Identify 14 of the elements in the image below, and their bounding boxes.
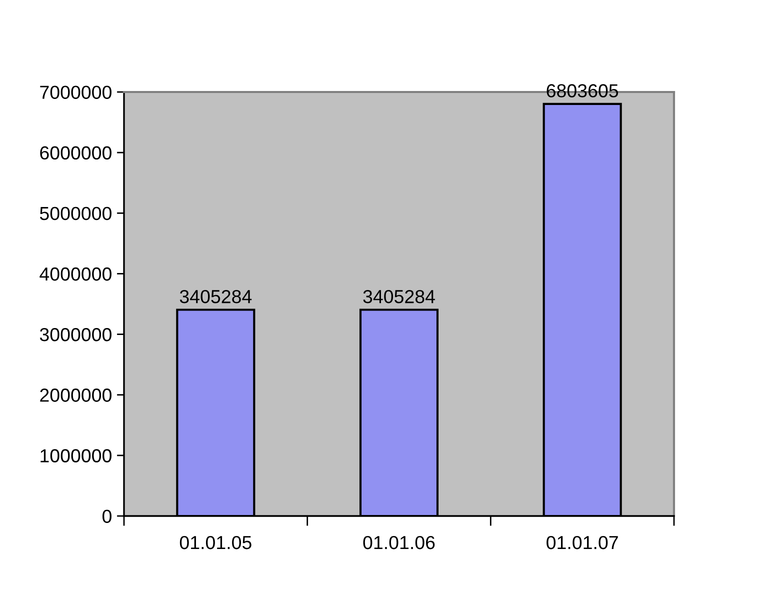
- x-tick-label: 01.01.05: [180, 536, 252, 550]
- y-tick-label: 5000000: [40, 206, 112, 220]
- y-tick-label: 6000000: [40, 146, 112, 160]
- y-tick-label: 2000000: [40, 388, 112, 402]
- data-label: 3405284: [180, 290, 252, 304]
- y-tick-label: 0: [102, 510, 112, 523]
- y-tick-label: 4000000: [40, 267, 112, 281]
- y-tick-label: 7000000: [40, 86, 112, 99]
- y-tick-label: 1000000: [40, 449, 112, 462]
- y-tick-label: 3000000: [40, 328, 112, 342]
- data-label: 3405284: [363, 290, 435, 304]
- x-tick-label: 01.01.06: [363, 536, 435, 550]
- x-tick-label: 01.01.07: [546, 536, 618, 550]
- data-label: 6803605: [546, 84, 618, 98]
